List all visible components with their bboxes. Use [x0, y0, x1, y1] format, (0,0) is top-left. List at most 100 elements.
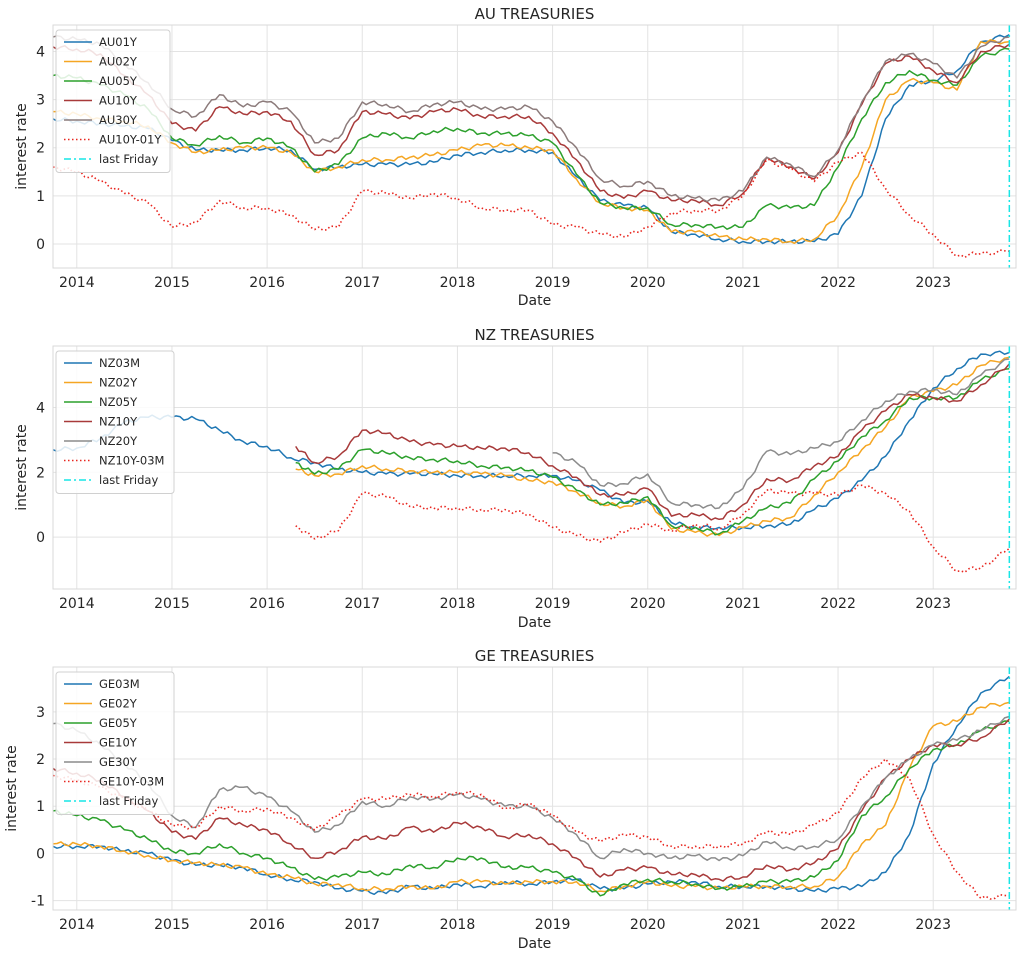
- x-tick-label: 2017: [344, 917, 380, 933]
- x-tick-label: 2021: [725, 275, 761, 291]
- series-line-nz05y: [295, 367, 1010, 536]
- chart-title: NZ TREASURIES: [475, 326, 595, 344]
- chart-title: AU TREASURIES: [475, 5, 595, 23]
- series-line-ge10y: [53, 718, 1010, 882]
- y-axis-label: interest rate: [14, 424, 30, 511]
- legend-label: GE30Y: [99, 755, 138, 769]
- x-tick-label: 2015: [154, 275, 190, 291]
- chart-panel-ge-treasuries: 2014 2015 2016 2017 2018 2019 2020 2021 2022 2023…: [4, 647, 1017, 952]
- y-tick-label: 1: [36, 799, 45, 815]
- y-tick-label: 3: [36, 705, 45, 721]
- series-line-au01y: [53, 33, 1010, 245]
- legend-label: NZ20Y: [99, 434, 138, 448]
- legend-label: AU30Y: [99, 113, 138, 127]
- legend-label: GE05Y: [99, 716, 138, 730]
- y-tick-label: 4: [36, 401, 45, 417]
- series-line-ge03m: [53, 675, 1010, 896]
- plot-area: [53, 25, 1016, 268]
- series-line-nz02y: [295, 356, 1010, 537]
- legend-label: NZ03M: [99, 356, 140, 370]
- x-tick-label: 2019: [535, 596, 571, 612]
- series-group: [53, 33, 1010, 259]
- series-group: [53, 675, 1010, 900]
- x-tick-label: 2020: [630, 917, 666, 933]
- x-tick-label: 2022: [820, 275, 856, 291]
- y-tick-label: 4: [36, 44, 45, 60]
- series-line-au10y-01y: [53, 151, 1010, 259]
- x-tick-label: 2019: [535, 917, 571, 933]
- legend-label: GE10Y: [99, 736, 138, 750]
- series-line-au05y: [53, 47, 1010, 230]
- legend-box: [55, 350, 175, 494]
- series-group: [53, 350, 1010, 573]
- x-tick-label: 2022: [820, 596, 856, 612]
- plot-frame: [52, 345, 1017, 590]
- y-axis-label: interest rate: [14, 103, 30, 190]
- legend-label: AU05Y: [99, 74, 138, 88]
- x-tick-label: 2023: [915, 917, 951, 933]
- plot-frame: [52, 666, 1017, 911]
- legend-label: last Friday: [99, 473, 158, 487]
- series-line-nz10y: [295, 363, 1010, 521]
- x-tick-label: 2015: [154, 917, 190, 933]
- x-tick-label: 2014: [59, 596, 95, 612]
- series-line-nz20y: [552, 358, 1010, 510]
- legend-label: GE02Y: [99, 697, 138, 711]
- series-line-ge30y: [53, 715, 1010, 862]
- plot-frame: [52, 24, 1017, 269]
- x-tick-label: 2019: [535, 275, 571, 291]
- y-tick-label: 1: [36, 189, 45, 205]
- plot-area: [53, 346, 1016, 589]
- x-tick-label: 2018: [440, 596, 476, 612]
- legend: NZ03M NZ02Y NZ05Y NZ10Y NZ20Y NZ10Y-03M last F…: [55, 350, 175, 494]
- x-tick-label: 2014: [59, 917, 95, 933]
- x-tick-label: 2020: [630, 596, 666, 612]
- x-tick-label: 2014: [59, 275, 95, 291]
- x-tick-label: 2022: [820, 917, 856, 933]
- legend-label: GE03M: [99, 677, 140, 691]
- x-tick-label: 2021: [725, 596, 761, 612]
- x-axis-label: Date: [518, 936, 551, 952]
- y-tick-label: 0: [36, 530, 45, 546]
- x-tick-label: 2018: [440, 275, 476, 291]
- x-tick-label: 2016: [249, 917, 285, 933]
- x-tick-label: 2020: [630, 275, 666, 291]
- legend: GE03M GE02Y GE05Y GE10Y GE30Y GE10Y-03M last F…: [55, 671, 175, 815]
- legend-box: [55, 671, 175, 815]
- x-tick-label: 2023: [915, 596, 951, 612]
- legend-label: AU02Y: [99, 55, 138, 69]
- legend-label: GE10Y-03M: [99, 775, 164, 789]
- legend-label: last Friday: [99, 152, 158, 166]
- legend-label: NZ10Y: [99, 415, 138, 429]
- x-tick-label: 2018: [440, 917, 476, 933]
- x-axis-label: Date: [518, 293, 551, 309]
- series-line-ge05y: [53, 720, 1010, 897]
- x-tick-label: 2017: [344, 275, 380, 291]
- series-line-au02y: [53, 39, 1010, 245]
- x-tick-label: 2023: [915, 275, 951, 291]
- chart-title: GE TREASURIES: [475, 647, 595, 665]
- legend-label: AU10Y-01Y: [99, 133, 162, 147]
- legend-label: NZ05Y: [99, 395, 138, 409]
- legend-label: NZ10Y-03M: [99, 454, 164, 468]
- y-tick-label: 0: [36, 846, 45, 862]
- y-tick-label: 2: [36, 465, 45, 481]
- chart-panel-au-treasuries: 2014 2015 2016 2017 2018 2019 2020 2021 2022 2023…: [14, 5, 1017, 309]
- series-line-nz03m: [53, 350, 1010, 531]
- series-line-nz10y-03m: [295, 484, 1010, 573]
- x-tick-label: 2016: [249, 275, 285, 291]
- y-tick-label: 2: [36, 752, 45, 768]
- chart-panel-nz-treasuries: 2014 2015 2016 2017 2018 2019 2020 2021 2022 2023…: [14, 326, 1017, 631]
- x-tick-label: 2017: [344, 596, 380, 612]
- y-tick-label: 0: [36, 237, 45, 253]
- plot-area: [53, 667, 1016, 910]
- series-line-au30y: [53, 35, 1010, 203]
- y-tick-label: -1: [31, 894, 45, 910]
- legend: AU01Y AU02Y AU05Y AU10Y AU30Y AU10Y-01Y last F…: [55, 29, 171, 173]
- legend-label: AU10Y: [99, 94, 138, 108]
- legend-label: NZ02Y: [99, 376, 138, 390]
- x-tick-label: 2015: [154, 596, 190, 612]
- x-axis-label: Date: [518, 615, 551, 631]
- x-tick-label: 2021: [725, 917, 761, 933]
